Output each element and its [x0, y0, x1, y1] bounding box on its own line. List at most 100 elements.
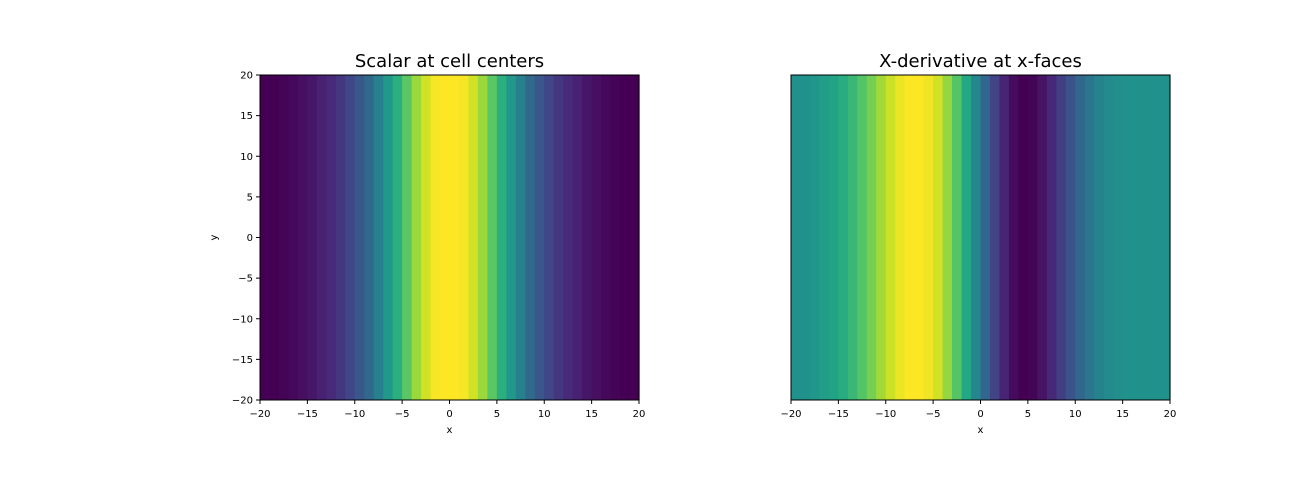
x-tick-label: −5	[926, 409, 941, 420]
heatmap-cell	[477, 75, 488, 400]
heatmap-cell	[857, 75, 868, 400]
x-tick-label: 5	[494, 409, 500, 420]
heatmap-cell	[1075, 75, 1086, 400]
heatmap-cell	[383, 75, 394, 400]
heatmap-cell	[1027, 75, 1038, 400]
heatmap-cell	[582, 75, 593, 400]
heatmap-cell	[904, 75, 915, 400]
y-tick-label: 10	[240, 152, 253, 163]
heatmap-cell	[914, 75, 925, 400]
heatmap-cell	[1122, 75, 1133, 400]
heatmap-cell	[269, 75, 280, 400]
x-tick-label: 20	[1164, 409, 1177, 420]
heatmap-cell	[1132, 75, 1143, 400]
heatmap-cell	[809, 75, 821, 400]
heatmap-cell	[838, 75, 849, 400]
heatmap-cell	[1151, 75, 1162, 400]
x-tick-label: 15	[585, 409, 598, 420]
heatmap-cell	[515, 75, 526, 400]
y-tick-label: 15	[240, 111, 253, 122]
heatmap-cell	[819, 75, 830, 400]
heatmap-cell	[468, 75, 479, 400]
heatmap-cell	[1113, 75, 1124, 400]
x-tick-label: −15	[297, 409, 318, 420]
heatmap-cell	[791, 75, 802, 400]
x-tick-label: 0	[446, 409, 452, 420]
heatmap-cell	[895, 75, 906, 400]
heatmap-cell	[847, 75, 858, 400]
heatmap-cell	[354, 75, 365, 400]
heatmap-cell	[402, 75, 413, 400]
heatmap-cell	[1103, 75, 1114, 400]
heatmap-cell	[326, 75, 337, 400]
heatmap-cell	[364, 75, 375, 400]
y-tick-label: 5	[247, 192, 253, 203]
y-axis-label: y	[209, 234, 220, 240]
heatmap-cell	[1008, 75, 1019, 400]
heatmap-cell	[610, 75, 621, 400]
y-tick-label: −5	[238, 274, 253, 285]
heatmap-cell	[1037, 75, 1048, 400]
heatmap-cell	[828, 75, 839, 400]
heatmap-cell	[278, 75, 290, 400]
heatmap-cell	[316, 75, 327, 400]
heatmap-cell	[800, 75, 811, 400]
heatmap-cell	[601, 75, 612, 400]
heatmap-cell	[440, 75, 451, 400]
x-axis-label: x	[447, 425, 453, 436]
heatmap-cell	[1046, 75, 1057, 400]
heatmap-cell	[1160, 75, 1171, 400]
heatmap-cell	[525, 75, 536, 400]
heatmap-cell	[952, 75, 963, 400]
heatmap-cell	[307, 75, 318, 400]
heatmap-cell	[544, 75, 555, 400]
heatmap-cell	[563, 75, 574, 400]
heatmap-cell	[1065, 75, 1076, 400]
heatmap-cell	[1094, 75, 1105, 400]
y-tick-label: 0	[247, 233, 253, 244]
heatmap-cell	[866, 75, 877, 400]
heatmap-cell	[421, 75, 432, 400]
heatmap-cell	[1018, 75, 1029, 400]
x-axis-label: x	[978, 425, 984, 436]
x-tick-label: −10	[344, 409, 365, 420]
heatmap-cell	[297, 75, 308, 400]
heatmap-cell	[373, 75, 384, 400]
heatmap-cell	[487, 75, 498, 400]
x-tick-label: 15	[1116, 409, 1129, 420]
x-tick-label: −20	[249, 409, 270, 420]
y-tick-label: −10	[232, 314, 253, 325]
heatmap-cell	[1141, 75, 1152, 400]
y-tick-label: 20	[240, 71, 253, 82]
x-tick-label: −10	[875, 409, 896, 420]
x-tick-label: −5	[395, 409, 410, 420]
heatmap-cell	[971, 75, 982, 400]
heatmap-cell	[942, 75, 953, 400]
heatmap-cell	[876, 75, 887, 400]
heatmap-cell	[288, 75, 299, 400]
x-tick-label: 10	[538, 409, 551, 420]
chart-panel-x-derivative: X-derivative at x-faces −20 −15 −10 −5 0 5 10 15…	[780, 51, 1176, 436]
heatmap-cell	[553, 75, 564, 400]
heatmap-cell	[989, 75, 1001, 400]
chart-title: X-derivative at x-faces	[879, 51, 1082, 72]
heatmap-cell	[885, 75, 896, 400]
y-tick-label: −15	[232, 355, 253, 366]
heatmap-cell	[629, 75, 640, 400]
heatmap-cell	[534, 75, 545, 400]
heatmap-cell	[335, 75, 346, 400]
heatmap-cell	[392, 75, 403, 400]
heatmap-cell	[411, 75, 422, 400]
heatmap-cell	[345, 75, 356, 400]
heatmap-cell	[923, 75, 934, 400]
heatmap-cell	[506, 75, 517, 400]
chart-title: Scalar at cell centers	[355, 51, 544, 72]
heatmap-cell	[999, 75, 1010, 400]
heatmap-cell	[430, 75, 441, 400]
heatmap-cell	[496, 75, 507, 400]
x-tick-label: −20	[780, 409, 801, 420]
heatmap-cell	[572, 75, 583, 400]
heatmap-cell	[1084, 75, 1095, 400]
x-tick-label: 20	[633, 409, 646, 420]
